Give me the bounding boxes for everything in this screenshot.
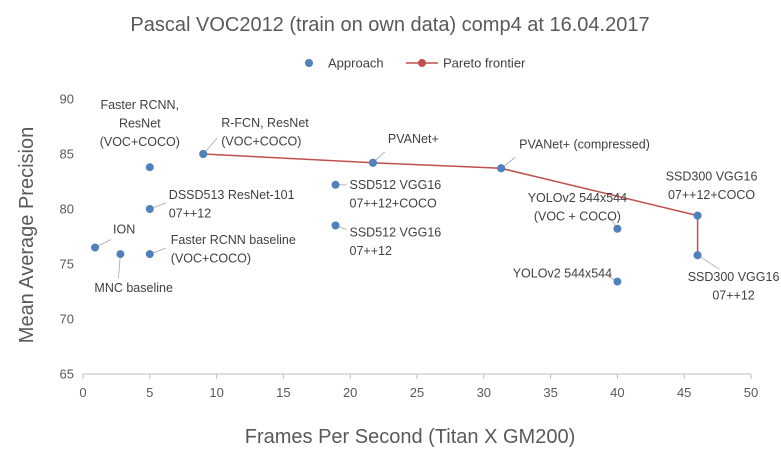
point-labels: ION MNC baseline Faster RCNN, ResNet (VOC+CO… — [94, 98, 779, 303]
x-axis-title: Frames Per Second (Titan X GM200) — [245, 426, 576, 448]
point-label-line: 07++12 — [169, 207, 211, 221]
data-point — [91, 243, 100, 252]
x-tick-label: 50 — [744, 385, 758, 400]
x-tick-label: 35 — [543, 385, 557, 400]
point-label-line: SSD512 VGG16 — [350, 226, 442, 240]
point-label-line: 07++12 — [350, 244, 392, 258]
point-label: SSD300 VGG16 07++12+COCO — [666, 170, 758, 203]
data-point — [145, 205, 154, 213]
point-label-line: MNC baseline — [94, 281, 173, 295]
point-label-line: YOLOv2 544x544 — [513, 267, 612, 281]
point-label-line: SSD300 VGG16 — [666, 170, 758, 184]
point-label-line: 07++12+COCO — [668, 188, 755, 202]
x-tick-label: 25 — [410, 385, 424, 400]
leader-line — [118, 254, 121, 279]
point-label-line: (VOC+COCO) — [221, 135, 301, 149]
y-tick-labels: 65 70 75 80 85 90 — [60, 92, 74, 382]
x-tick-label: 45 — [677, 385, 691, 400]
data-points — [91, 150, 702, 286]
x-tick-label: 40 — [610, 385, 624, 400]
x-tick-label: 5 — [146, 385, 153, 400]
point-label-line: SSD300 VGG16 — [688, 270, 780, 284]
point-label-line: 07++12 — [712, 289, 754, 303]
point-label-line: YOLOv2 544x544 — [528, 191, 627, 205]
point-label-line: Faster RCNN, — [101, 98, 179, 112]
legend-pareto-marker — [418, 59, 426, 67]
point-label: Faster RCNN baseline (VOC+COCO) — [171, 233, 296, 266]
point-label-line: SSD512 VGG16 — [350, 178, 442, 192]
x-tick-labels: 0 5 10 15 20 25 30 35 40 45 50 — [79, 385, 758, 400]
x-tick-label: 30 — [477, 385, 491, 400]
y-tick-label: 70 — [60, 312, 74, 327]
point-label-line: PVANet+ (compressed) — [519, 137, 650, 151]
point-label: R-FCN, ResNet (VOC+COCO) — [221, 116, 309, 149]
x-tick-label: 0 — [79, 385, 86, 400]
point-label: MNC baseline — [94, 281, 173, 295]
point-label: SSD300 VGG16 07++12 — [688, 270, 780, 303]
point-label-line: Faster RCNN baseline — [171, 233, 296, 247]
legend-pareto-label: Pareto frontier — [443, 56, 526, 71]
y-tick-label: 80 — [60, 202, 74, 217]
axes — [82, 373, 752, 379]
point-label-line: (VOC+COCO) — [171, 252, 251, 266]
legend: Approach Pareto frontier — [305, 56, 526, 71]
point-label: PVANet+ (compressed) — [519, 137, 650, 151]
y-tick-label: 85 — [60, 147, 74, 162]
point-label: DSSD513 ResNet-101 07++12 — [169, 188, 295, 221]
point-label: PVANet+ — [388, 132, 439, 146]
data-point — [116, 250, 125, 259]
pareto-point — [199, 150, 208, 158]
y-tick-label: 65 — [60, 367, 74, 382]
pareto-point — [497, 164, 506, 173]
point-label-line: (VOC+COCO) — [100, 135, 180, 149]
point-label: YOLOv2 544x544 — [513, 267, 612, 281]
pareto-point — [368, 158, 377, 167]
y-tick-label: 75 — [60, 257, 74, 272]
legend-approach-marker — [305, 59, 313, 67]
pareto-point — [693, 211, 702, 220]
data-point — [613, 224, 622, 233]
x-tick-label: 20 — [343, 385, 357, 400]
point-label-line: (VOC + COCO) — [534, 209, 621, 223]
data-point — [145, 250, 154, 259]
leader-line — [697, 254, 720, 270]
data-point — [145, 163, 154, 172]
data-point — [331, 221, 340, 230]
point-label: SSD512 VGG16 07++12+COCO — [350, 178, 442, 211]
data-point — [331, 180, 340, 189]
point-label-line: PVANet+ — [388, 132, 439, 146]
point-label: YOLOv2 544x544 (VOC + COCO) — [528, 191, 627, 224]
x-tick-label: 10 — [209, 385, 223, 400]
point-label: ION — [113, 223, 135, 237]
y-tick-label: 90 — [60, 92, 74, 107]
data-point — [613, 277, 622, 286]
point-label-line: ION — [113, 223, 135, 237]
pareto-point — [693, 251, 702, 260]
point-label-line: R-FCN, ResNet — [221, 116, 309, 130]
point-label: SSD512 VGG16 07++12 — [350, 226, 442, 259]
point-label-line: ResNet — [119, 117, 161, 131]
point-label-line: DSSD513 ResNet-101 — [169, 188, 295, 202]
legend-approach-label: Approach — [328, 56, 384, 71]
point-label: Faster RCNN, ResNet (VOC+COCO) — [100, 98, 180, 149]
y-axis-title: Mean Average Precision — [16, 127, 38, 343]
point-label-line: 07++12+COCO — [350, 196, 437, 210]
chart-title: Pascal VOC2012 (train on own data) comp4… — [130, 14, 649, 36]
x-tick-label: 15 — [276, 385, 290, 400]
